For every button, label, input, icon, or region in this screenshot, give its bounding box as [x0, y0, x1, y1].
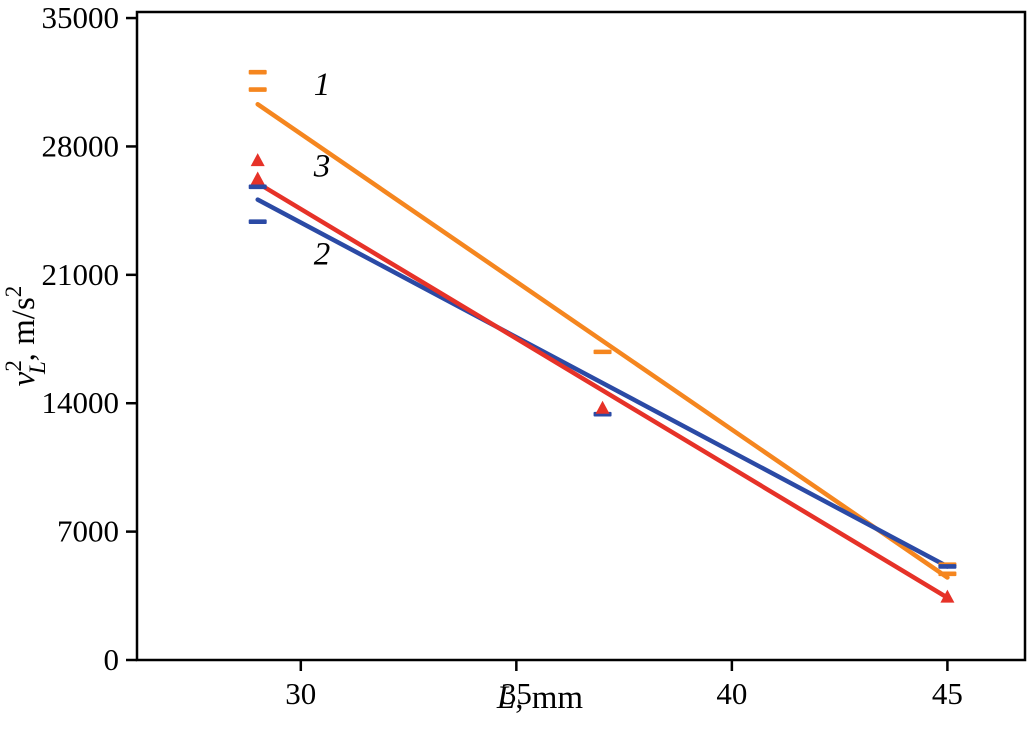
x-tick-label: 45 [932, 676, 963, 711]
y-tick-label: 14000 [42, 385, 120, 420]
series-line-1 [255, 102, 950, 580]
marker-dash-series-2 [938, 564, 957, 569]
marker-dash-series-2 [248, 184, 267, 190]
y-axis-label: v2L, m/s2 [1, 286, 50, 387]
marker-triangle-series-3 [595, 400, 610, 414]
curve-label-1: 1 [314, 67, 331, 103]
plot-frame [135, 10, 1027, 662]
marker-triangle-series-3 [250, 171, 265, 185]
y-tick-label: 0 [104, 642, 120, 677]
y-tick-label: 21000 [42, 257, 120, 292]
marker-dash-series-2 [248, 219, 267, 224]
marker-dash-series-1 [248, 87, 267, 92]
curve-label-2: 2 [314, 237, 331, 273]
marker-dash-series-1 [938, 571, 957, 577]
x-axis-label: L, mm [496, 680, 584, 716]
marker-triangle-series-3 [250, 153, 265, 167]
series-line-2 [255, 197, 950, 569]
curve-label-3: 3 [313, 149, 331, 185]
x-tick-label: 30 [285, 676, 316, 711]
marker-dash-series-1 [593, 349, 612, 355]
x-tick-label: 35 [501, 676, 532, 711]
y-tick-label: 7000 [57, 514, 119, 549]
series-line-3 [255, 180, 950, 600]
y-tick-label: 35000 [42, 0, 120, 35]
marker-triangle-series-3 [940, 589, 955, 603]
marker-dash-series-1 [248, 69, 267, 75]
x-tick-label: 40 [716, 676, 747, 711]
y-tick-label: 28000 [42, 128, 120, 163]
